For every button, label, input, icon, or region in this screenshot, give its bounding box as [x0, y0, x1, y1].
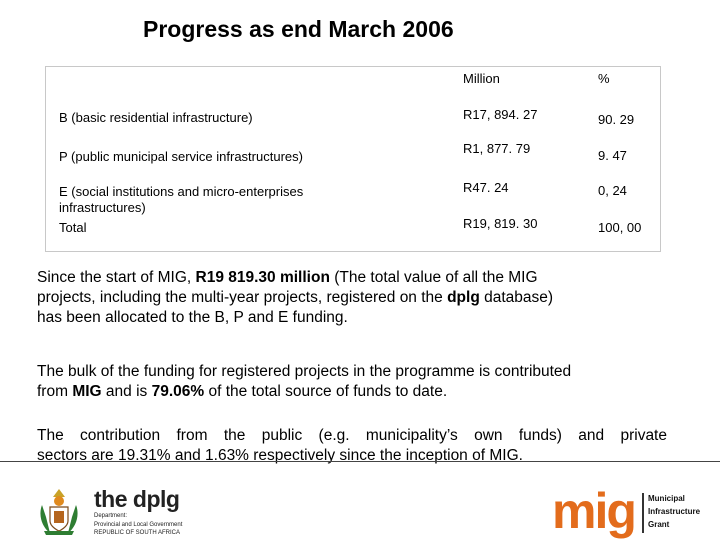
mig-logo-text: Municipal Infrastructure Grant	[648, 494, 701, 529]
paragraph-allocation-line3: has been allocated to the B, P and E fun…	[37, 309, 348, 326]
paragraph-contribution-line1: The contribution from the public (e.g. m…	[37, 427, 667, 444]
paragraph-funding-bulk: The bulk of the funding for registered p…	[37, 362, 667, 402]
dplg-subtitle-line2: Provincial and Local Government	[94, 521, 183, 528]
row-label-e-line1: E (social institutions and micro-enterpr…	[59, 184, 304, 199]
row-label-b: B (basic residential infrastructure)	[59, 110, 253, 125]
dplg-subtitle-line3: REPUBLIC OF SOUTH AFRICA	[94, 530, 181, 536]
cell-percent-p: 9. 47	[598, 148, 627, 163]
coat-of-arms-logo	[36, 487, 82, 542]
cell-million-b: R17, 894. 27	[463, 107, 538, 122]
cell-million-e: R47. 24	[463, 180, 509, 195]
paragraph-allocation-line2: projects, including the multi-year proje…	[37, 289, 554, 306]
progress-table	[45, 66, 661, 252]
column-header-million: Million	[463, 71, 500, 86]
dplg-subtitle-line1: Department:	[94, 513, 128, 519]
paragraph-contribution: The contribution from the public (e.g. m…	[37, 426, 667, 466]
footer-divider	[0, 461, 720, 462]
column-header-percent: %	[598, 71, 610, 86]
paragraph-allocation: Since the start of MIG, R19 819.30 milli…	[37, 268, 667, 328]
cell-million-total: R19, 819. 30	[463, 216, 538, 231]
row-label-p: P (public municipal service infrastructu…	[59, 149, 303, 164]
cell-million-p: R1, 877. 79	[463, 141, 531, 156]
cell-percent-e: 0, 24	[598, 183, 627, 198]
row-label-total: Total	[59, 220, 87, 235]
mig-logo-divider	[642, 493, 644, 533]
row-label-e-line2: infrastructures)	[59, 200, 146, 215]
dplg-logo: the dplg Department: Provincial and Loca…	[94, 486, 183, 536]
paragraph-funding-bulk-line2: from MIG and is 79.06% of the total sour…	[37, 383, 448, 400]
mig-logo-word: mig	[552, 483, 637, 539]
cell-percent-total: 100, 00	[598, 220, 642, 235]
paragraph-funding-bulk-line1: The bulk of the funding for registered p…	[37, 363, 572, 380]
paragraph-allocation-line1: Since the start of MIG, R19 819.30 milli…	[37, 269, 538, 286]
cell-percent-b: 90. 29	[598, 112, 635, 127]
paragraph-contribution-line2: sectors are 19.31% and 1.63% respectivel…	[37, 447, 523, 464]
page-title: Progress as end March 2006	[143, 16, 454, 42]
